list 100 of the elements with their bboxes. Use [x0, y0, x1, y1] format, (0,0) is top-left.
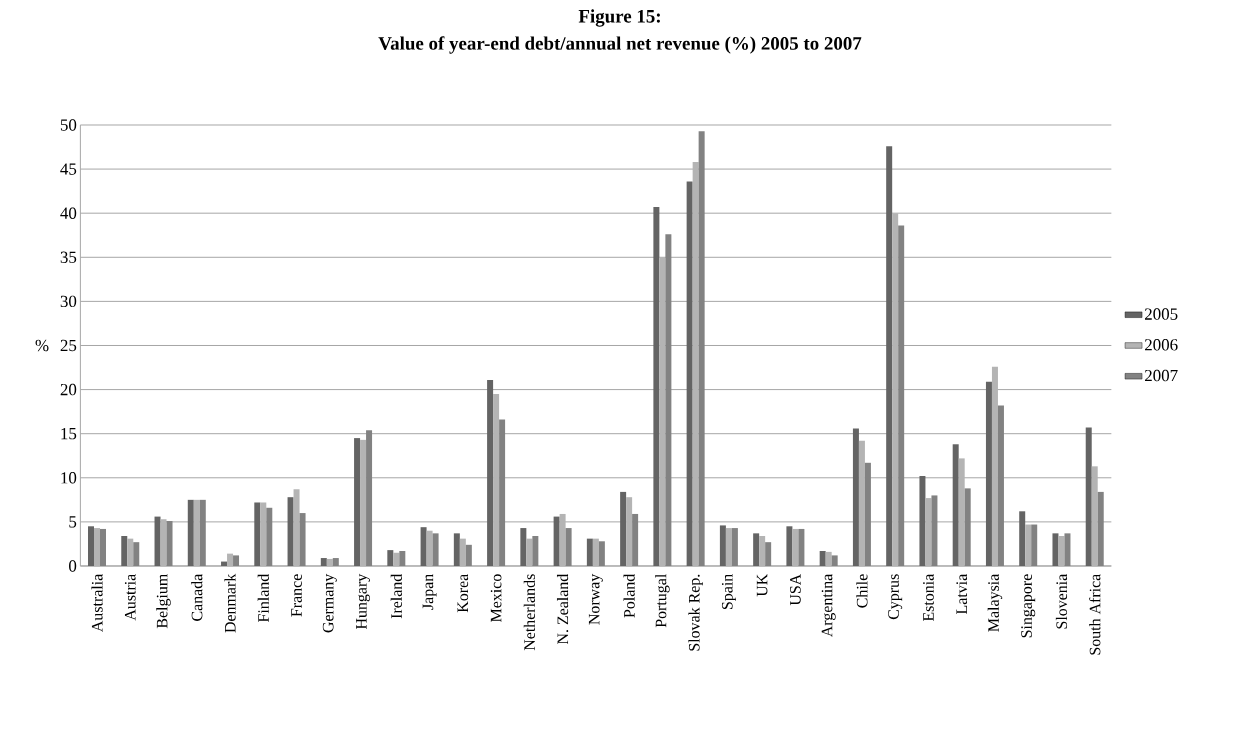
y-tick-label: 45: [60, 163, 77, 175]
legend-label: 2007: [1144, 369, 1178, 382]
x-tick-label: Germany: [322, 573, 337, 633]
bar: [193, 499, 200, 566]
x-tick-label: Cyprus: [888, 574, 903, 620]
bar: [964, 488, 971, 566]
bar: [692, 162, 699, 566]
bar: [831, 555, 838, 566]
bar: [731, 528, 738, 566]
bar: [260, 502, 267, 566]
y-tick-label: 25: [60, 339, 77, 352]
bar: [958, 458, 965, 566]
bar: [354, 438, 361, 566]
bar: [792, 528, 799, 566]
bar: [121, 536, 128, 566]
legend-label: 2005: [1144, 308, 1178, 320]
bar: [686, 181, 693, 566]
bar: [898, 225, 905, 566]
bar: [387, 550, 394, 566]
bar: [326, 558, 333, 566]
bar: [698, 131, 705, 566]
bar: [759, 536, 766, 566]
y-tick-label: 50: [60, 119, 77, 131]
bar: [453, 533, 460, 566]
chart-title: Figure 15:: [578, 9, 660, 27]
bar: [765, 542, 772, 566]
x-tick-label: Estonia: [923, 573, 934, 622]
x-tick-label: Poland: [623, 573, 635, 618]
bar: [166, 521, 173, 566]
y-tick-label: 20: [60, 383, 77, 396]
bar: [432, 533, 439, 566]
bar: [997, 405, 1004, 566]
bar: [465, 544, 472, 566]
x-tick-label: Latvia: [956, 573, 968, 615]
y-tick-label: 5: [69, 516, 77, 528]
x-tick-label: Argentina: [821, 573, 836, 638]
bar: [786, 526, 793, 566]
bar: [520, 528, 527, 566]
x-tick-label: Mexico: [490, 574, 502, 622]
bar: [320, 558, 327, 566]
bar: [94, 528, 101, 566]
bar: [154, 516, 161, 566]
x-tick-label: Norway: [588, 573, 603, 625]
y-tick-label: 40: [60, 207, 77, 219]
x-tick-label: South Africa: [1089, 573, 1101, 655]
bar: [1058, 536, 1065, 566]
y-tick-label: 10: [61, 472, 77, 484]
bar: [892, 213, 899, 566]
bar: [127, 538, 134, 566]
y-tick-label: 35: [60, 251, 77, 263]
bar: [526, 538, 533, 566]
bar: [299, 513, 306, 566]
bar: [1091, 466, 1098, 566]
x-tick-label: UK: [756, 573, 768, 597]
bar: [852, 428, 859, 566]
bar: [586, 538, 593, 566]
bar: [1097, 491, 1104, 566]
bar: [1052, 533, 1059, 566]
x-tick-label: Chile: [856, 574, 868, 608]
bar: [366, 430, 373, 566]
x-tick-label: Australia: [91, 573, 103, 633]
bar: [632, 513, 639, 566]
legend-label: 2006: [1144, 339, 1178, 351]
bar: [592, 538, 599, 566]
bar: [665, 234, 672, 566]
bar: [864, 462, 871, 566]
y-axis-title: %: [35, 339, 49, 352]
x-tick-label: Spain: [721, 573, 736, 609]
bar: [598, 541, 605, 566]
x-tick-label: Ireland: [390, 573, 402, 619]
x-tick-label: USA: [790, 573, 801, 606]
bar: [266, 507, 273, 566]
bar: [332, 558, 339, 566]
bar: [991, 366, 998, 566]
bar: [858, 440, 865, 566]
bar: [886, 146, 893, 566]
x-tick-label: Singapore: [1021, 574, 1036, 638]
bar: [426, 530, 433, 566]
bar: [719, 525, 726, 566]
bar: [1031, 524, 1038, 566]
x-tick-label: Japan: [422, 573, 437, 610]
bar: [620, 491, 627, 566]
x-tick-label: Slovak Rep.: [688, 574, 703, 651]
bar: [420, 527, 427, 566]
bar: [1019, 511, 1026, 566]
bar: [653, 207, 660, 566]
bar: [1064, 533, 1071, 566]
bar: [931, 495, 938, 566]
bar: [459, 538, 466, 566]
bar: [1025, 524, 1032, 566]
bar: [1085, 427, 1092, 566]
bar: [393, 552, 400, 566]
bar: [659, 257, 666, 566]
bar: [919, 476, 926, 566]
y-tick-label: 30: [60, 295, 77, 308]
bar: [399, 550, 406, 566]
bar: [287, 497, 294, 566]
bar: [626, 497, 633, 566]
y-tick-label: 15: [61, 428, 77, 440]
x-tick-label: Netherlands: [523, 574, 535, 651]
